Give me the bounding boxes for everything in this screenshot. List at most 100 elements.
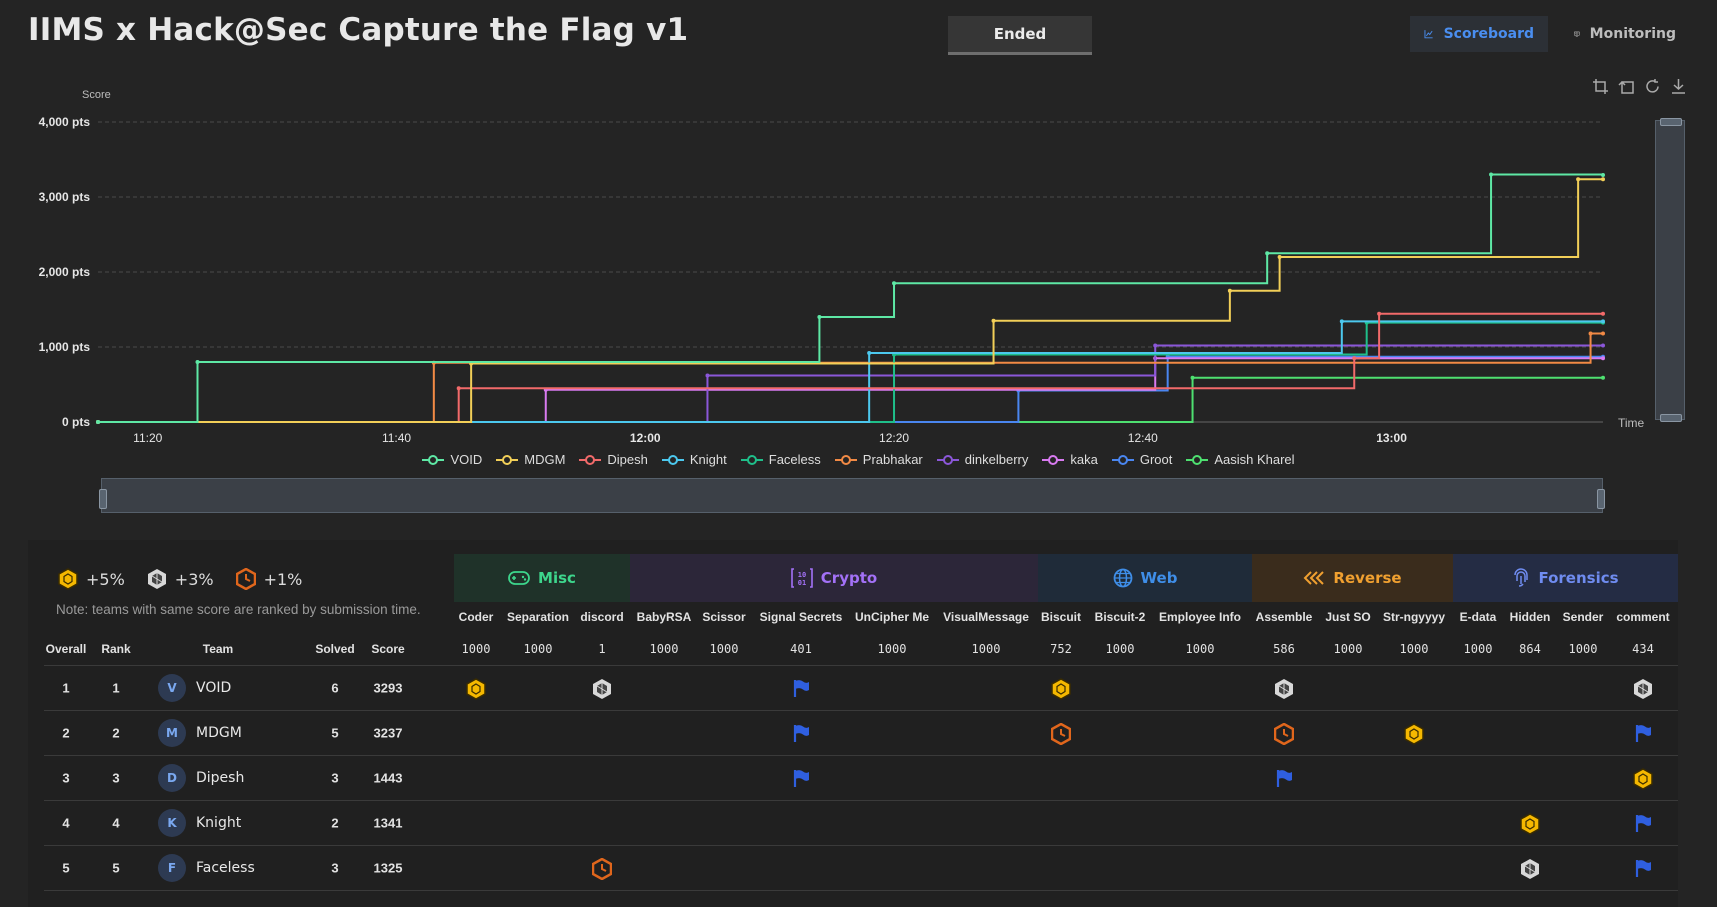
challenge-name[interactable]: BabyRSA — [636, 610, 692, 624]
challenge-name[interactable]: Coder — [458, 610, 494, 624]
team-knight[interactable]: K Knight — [158, 809, 241, 837]
data-point — [1190, 375, 1195, 380]
category-crypto[interactable]: 10 01 Crypto — [630, 554, 1038, 602]
zoom-start-handle[interactable] — [99, 489, 107, 509]
zoom-reset-icon[interactable] — [1618, 78, 1635, 95]
legend-item-aasish-kharel[interactable]: Aasish Kharel — [1186, 452, 1295, 467]
data-point — [1227, 288, 1232, 293]
data-point — [1601, 319, 1605, 324]
solved-count: 3 — [331, 770, 339, 786]
solved-flag-icon — [1274, 768, 1294, 788]
legend-item-knight[interactable]: Knight — [661, 452, 727, 467]
data-point — [892, 281, 897, 286]
data-point — [1601, 177, 1605, 182]
team-dipesh[interactable]: D Dipesh — [158, 764, 244, 792]
solved-flag-icon — [1633, 858, 1653, 878]
scoreboard-tab[interactable]: Scoreboard — [1410, 16, 1548, 52]
category-reverse[interactable]: Reverse — [1252, 554, 1453, 602]
zoom-end-handle[interactable] — [1597, 489, 1605, 509]
challenge-name[interactable]: Assemble — [1255, 610, 1313, 624]
category-forensics[interactable]: Forensics — [1453, 554, 1678, 602]
legend-item-dinkelberry[interactable]: dinkelberry — [936, 452, 1028, 467]
competition-status-badge: Ended — [948, 16, 1092, 55]
x-tick-label: 12:00 — [630, 431, 661, 445]
challenge-name[interactable]: Biscuit-2 — [1094, 610, 1146, 624]
team-void[interactable]: V VOID — [158, 674, 231, 702]
x-tick-label: 12:40 — [1128, 431, 1158, 445]
series-line-kaka — [98, 357, 1603, 423]
data-point — [1576, 177, 1581, 182]
legend-swatch — [1111, 454, 1134, 466]
svg-text:10: 10 — [798, 571, 806, 579]
challenge-name[interactable]: Hidden — [1509, 610, 1551, 624]
gold-medal-icon — [466, 678, 486, 700]
data-point — [456, 386, 461, 391]
challenge-name[interactable]: Employee Info — [1158, 610, 1242, 624]
chevrons-left-icon — [1303, 571, 1325, 585]
challenge-name[interactable]: discord — [580, 610, 624, 624]
series-line-dipesh — [98, 312, 1603, 423]
team-faceless[interactable]: F Faceless — [158, 854, 255, 882]
gamepad-icon — [508, 571, 530, 585]
refresh-icon[interactable] — [1644, 78, 1661, 95]
team-mdgm[interactable]: M MDGM — [158, 719, 242, 747]
legend-swatch — [579, 454, 602, 466]
legend-item-groot[interactable]: Groot — [1111, 452, 1172, 467]
challenge-name[interactable]: E-data — [1459, 610, 1497, 624]
score-chart: Score 4,000 pts 3,000 pts 2,000 pts 1,000 pt… — [39, 89, 1645, 445]
chart-legend: VOID MDGM Dipesh Knight Faceless Prabhakar din… — [0, 452, 1717, 467]
gold-medal-icon — [1520, 813, 1540, 835]
data-point — [991, 318, 996, 323]
challenge-name[interactable]: Biscuit — [1040, 610, 1082, 624]
data-point — [1601, 311, 1605, 316]
gold-medal-icon — [1051, 678, 1071, 700]
x-tick-label: 12:20 — [879, 431, 909, 445]
score-zoom-top-handle[interactable] — [1660, 118, 1682, 126]
legend-item-mdgm[interactable]: MDGM — [496, 452, 565, 467]
challenge-name[interactable]: Just SO — [1325, 610, 1371, 624]
legend-item-kaka[interactable]: kaka — [1042, 452, 1098, 467]
y-tick-label: 4,000 pts — [39, 115, 91, 129]
monitoring-tab[interactable]: Monitoring — [1560, 16, 1690, 52]
team-name: MDGM — [196, 725, 242, 741]
category-web[interactable]: Web — [1038, 554, 1252, 602]
legend-item-dipesh[interactable]: Dipesh — [579, 452, 648, 467]
download-icon[interactable] — [1670, 78, 1687, 95]
team-name: Knight — [196, 815, 242, 831]
solved-count: 6 — [331, 680, 339, 696]
score-zoom-bottom-handle[interactable] — [1660, 414, 1682, 422]
team-score: 3237 — [373, 725, 403, 741]
challenge-points: 1000 — [1105, 642, 1135, 656]
legend-item-void[interactable]: VOID — [422, 452, 482, 467]
score-zoom-slider[interactable] — [1655, 118, 1685, 422]
zoom-select-icon[interactable] — [1592, 78, 1609, 95]
overall-rank: 1 — [62, 680, 70, 696]
bronze-medal-icon — [591, 857, 613, 881]
challenge-name[interactable]: comment — [1616, 610, 1670, 624]
category-misc[interactable]: Misc — [454, 554, 630, 602]
data-point — [96, 420, 100, 424]
challenge-name[interactable]: Sender — [1562, 610, 1604, 624]
legend-swatch — [1042, 454, 1065, 466]
gold-medal-icon — [1404, 723, 1424, 745]
challenge-name[interactable]: UnCipher Me — [854, 610, 930, 624]
fingerprint-icon — [1514, 568, 1529, 587]
challenge-name[interactable]: Str-ngyyyy — [1382, 610, 1446, 624]
team-name: VOID — [196, 680, 232, 696]
category-label: Reverse — [1333, 569, 1402, 587]
legend-item-faceless[interactable]: Faceless — [740, 452, 821, 467]
challenge-name[interactable]: Scissor — [702, 610, 746, 624]
challenge-points: 1000 — [1333, 642, 1363, 656]
challenge-name[interactable]: Separation — [506, 610, 570, 624]
legend-item-prabhakar[interactable]: Prabhakar — [834, 452, 923, 467]
scoreboard-tab-label: Scoreboard — [1443, 26, 1534, 42]
series-line-void — [98, 173, 1604, 423]
column-header-solved: Solved — [315, 642, 355, 656]
y-axis-title: Score — [82, 89, 111, 101]
time-zoom-slider[interactable] — [99, 478, 1605, 513]
rank: 3 — [112, 770, 120, 786]
avatar: K — [158, 809, 186, 837]
legend-label: Prabhakar — [862, 452, 923, 467]
challenge-name[interactable]: Signal Secrets — [759, 610, 843, 624]
challenge-name[interactable]: VisualMessage — [943, 610, 1029, 624]
